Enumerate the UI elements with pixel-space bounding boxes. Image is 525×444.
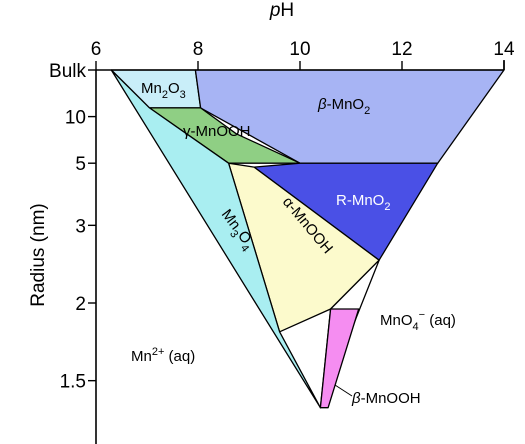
y-tick-label: 3 xyxy=(75,216,86,237)
label-beta-mnooh: β-MnOOH xyxy=(351,390,421,407)
region-mn3o4 xyxy=(110,69,322,409)
region-beta-mnooh xyxy=(319,308,360,409)
beta-mnooh-leader-line xyxy=(334,384,353,397)
x-axis-label: pH xyxy=(269,0,294,21)
x-tick-label: 12 xyxy=(391,39,412,60)
y-tick-label: 10 xyxy=(65,108,86,129)
x-tick-label: 6 xyxy=(91,39,102,60)
x-tick-label: 8 xyxy=(193,39,204,60)
label-beta-mno2: β-MnO2 xyxy=(317,96,370,117)
label-mn2o3: Mn2O3 xyxy=(141,80,186,101)
y-tick-label: 5 xyxy=(75,154,86,175)
x-ticks: 6 8 10 12 14 xyxy=(91,39,515,70)
label-r-mno2: R-MnO2 xyxy=(336,192,390,213)
y-axis-label: Radius (nm) xyxy=(28,203,49,306)
y-tick-label: 1.5 xyxy=(60,372,86,393)
label-gamma-mnooh: γ-MnOOH xyxy=(183,123,251,140)
x-tick-label: 14 xyxy=(493,39,515,60)
label-mn2plus-aq: Mn2+ (aq) xyxy=(131,346,195,365)
y-tick-label: 2 xyxy=(75,294,86,315)
x-tick-label: 10 xyxy=(289,39,310,60)
label-mno4-aq: MnO4− (aq) xyxy=(380,309,456,333)
y-tick-label: Bulk xyxy=(49,61,86,82)
phase-regions xyxy=(110,69,505,409)
y-ticks: Bulk 10 5 3 2 1.5 xyxy=(49,61,96,393)
